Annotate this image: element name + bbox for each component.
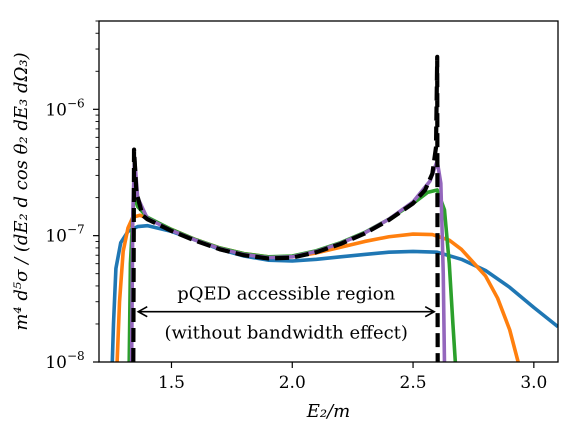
y-tick-label: 10−6 (45, 96, 84, 120)
annotation-line1: pQED accessible region (177, 284, 395, 305)
x-tick-label: 2.5 (400, 373, 427, 393)
x-tick-label: 1.5 (158, 373, 185, 393)
annotation-arrowhead-right (424, 306, 436, 318)
y-tick-label: 10−8 (45, 349, 84, 373)
annotation-arrowhead-left (136, 306, 148, 318)
y-tick-label: 10−7 (45, 223, 84, 247)
annotation-layer: pQED accessible region (without bandwidt… (136, 284, 436, 344)
y-axis: 10−8 10−7 10−6 (45, 20, 99, 373)
x-axis-label: E₂/m (306, 401, 351, 422)
x-axis: 1.5 2.0 2.5 3.0 (158, 362, 547, 393)
plot-frame (98, 20, 559, 363)
series-line-5 (131, 54, 440, 362)
annotation-line2: (without bandwidth effect) (165, 323, 408, 344)
series-layer (110, 54, 558, 362)
x-tick-label: 3.0 (520, 373, 547, 393)
x-tick-label: 2.0 (279, 373, 306, 393)
y-axis-label: m⁴ d⁵σ / (dE₂ d cos θ₂ dE₃ dΩ₃) (11, 52, 32, 330)
